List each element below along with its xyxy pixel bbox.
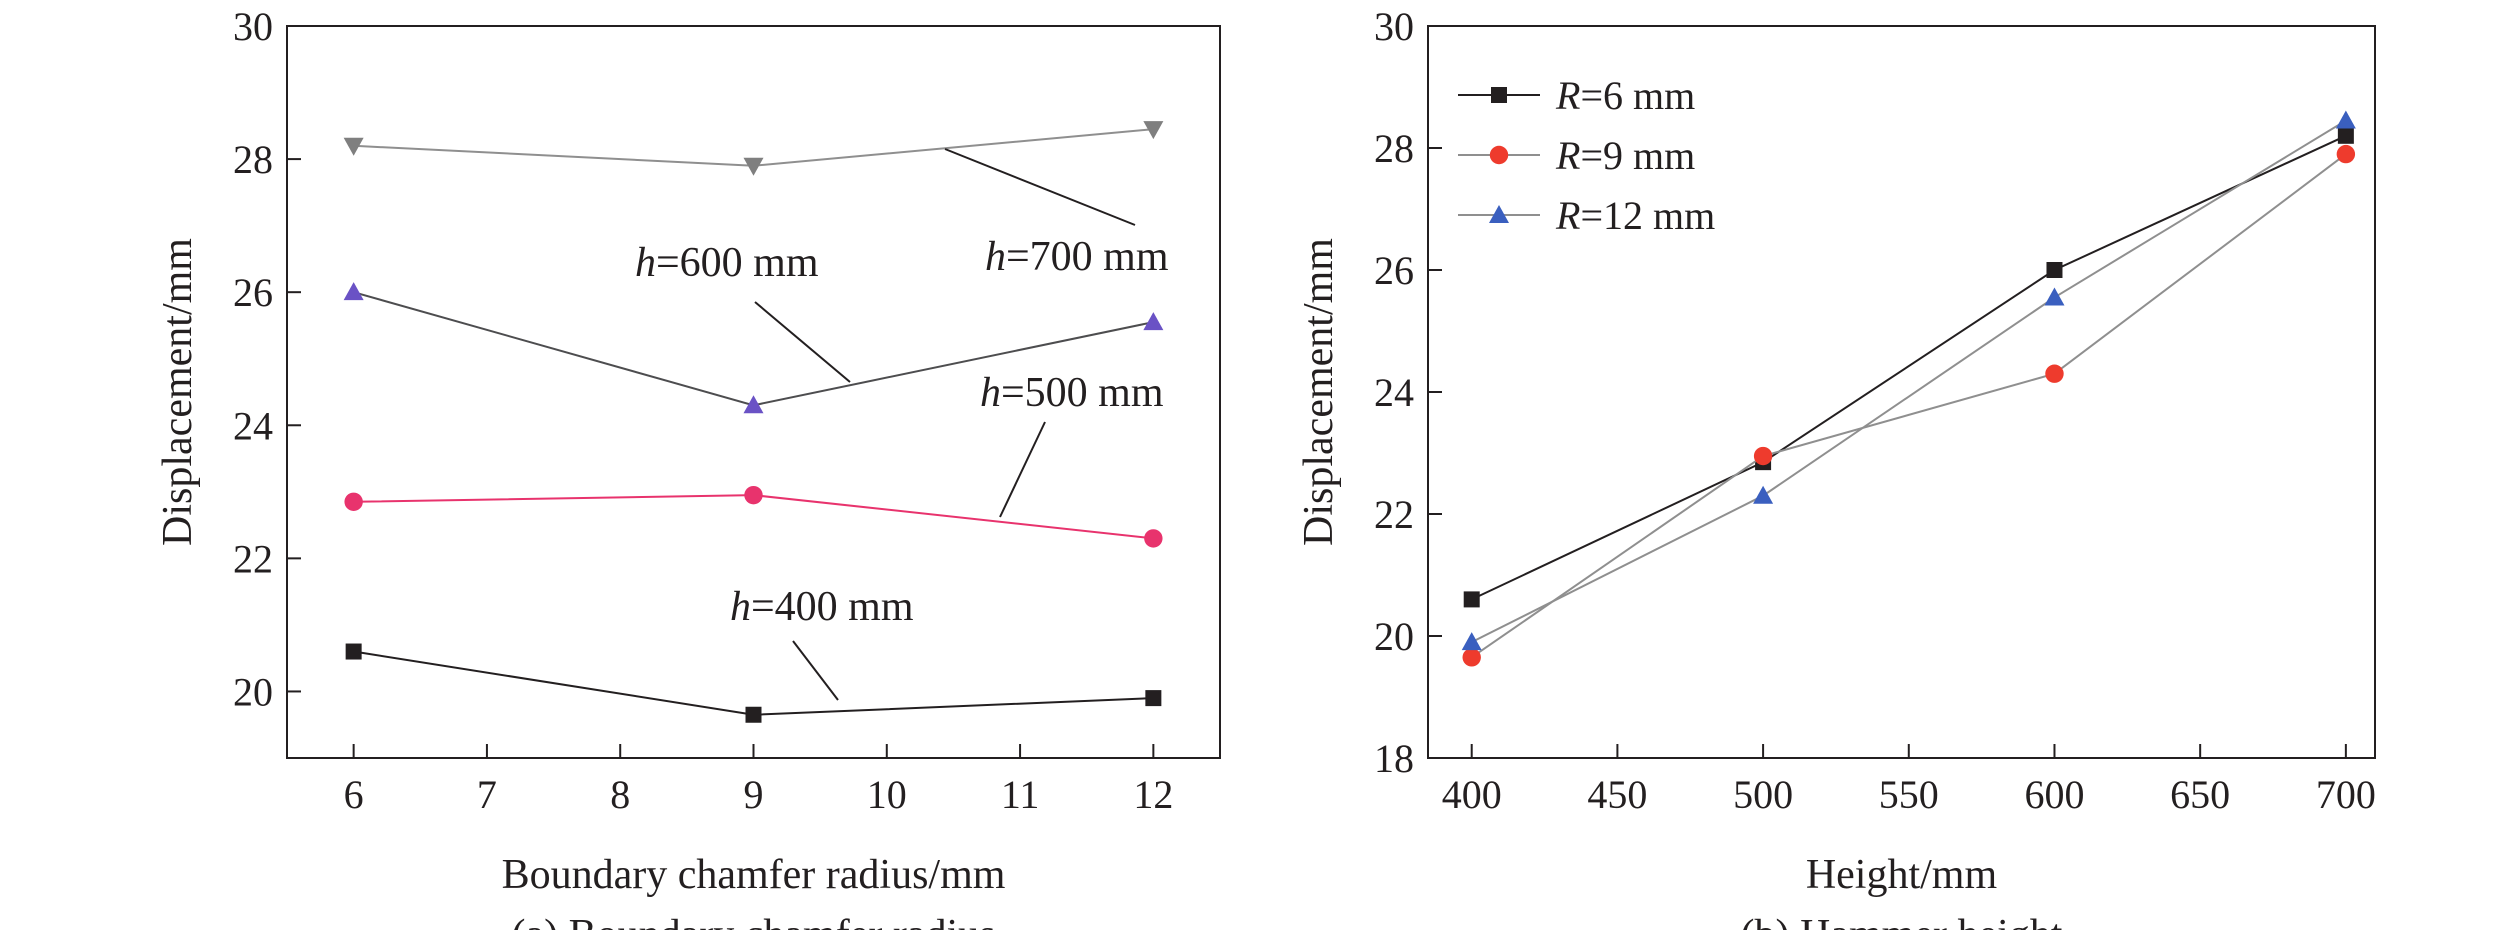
data-point-0-2 xyxy=(2046,262,2063,278)
data-point-1-2 xyxy=(2045,364,2064,383)
annotation-leader-line xyxy=(999,421,1046,518)
annotation-label: h=500 mm xyxy=(980,370,1164,416)
chart-panel-b: 400 450 500 550 600 650 700 18 20 22 24 26 28 30 Heigh… xyxy=(1296,4,2376,930)
data-point-1-3 xyxy=(2336,144,2356,164)
data-point-0-1 xyxy=(745,706,762,723)
y-tick-label: 24 xyxy=(233,403,273,448)
data-point-3-0 xyxy=(343,137,364,156)
y-tick-label: 28 xyxy=(233,137,273,182)
legend-marker xyxy=(1491,87,1507,103)
chart-panel-a: 6 7 8 9 10 11 12 20 22 24 26 28 30 Boundary chamfer r… xyxy=(155,4,1221,930)
data-point-1-1 xyxy=(744,485,763,505)
x-tick-label: 10 xyxy=(867,772,907,817)
x-tick-label: 550 xyxy=(1879,772,1939,817)
annotation-leader-line xyxy=(792,640,839,701)
x-tick-label: 11 xyxy=(1001,772,1040,817)
x-tick-label: 450 xyxy=(1587,772,1647,817)
y-tick-label: 22 xyxy=(1374,492,1414,537)
annotation-label: h=600 mm xyxy=(635,240,819,286)
x-tick-label: 650 xyxy=(2170,772,2230,817)
data-point-0-3 xyxy=(2337,127,2354,144)
y-tick-label: 24 xyxy=(1374,370,1414,415)
data-point-1-2 xyxy=(1144,529,1163,548)
legend-label: R=12 mm xyxy=(1555,193,1715,238)
y-tick-label: 30 xyxy=(233,4,273,49)
data-point-3-2 xyxy=(1143,121,1164,140)
x-tick-label: 9 xyxy=(744,772,764,817)
y-axis-title: Displacement/mm xyxy=(1296,238,1342,546)
x-tick-label: 700 xyxy=(2316,772,2376,817)
series-line-2 xyxy=(1471,119,2347,643)
x-axis-title: Height/mm xyxy=(1806,852,1998,898)
series-line-1 xyxy=(1471,153,2347,659)
y-tick-label: 30 xyxy=(1374,4,1414,49)
data-point-2-1 xyxy=(1753,485,1774,504)
data-point-2-0 xyxy=(343,282,364,301)
data-point-2-1 xyxy=(743,395,764,414)
panel-caption: (a) Boundary chamfer radius xyxy=(512,912,996,930)
annotation-label: h=400 mm xyxy=(730,584,914,630)
y-tick-label: 18 xyxy=(1374,736,1414,781)
legend-marker xyxy=(1489,145,1509,165)
data-point-2-0 xyxy=(1461,632,1482,651)
x-tick-label: 500 xyxy=(1733,772,1793,817)
y-tick-label: 22 xyxy=(233,536,273,581)
annotation-leader-line xyxy=(754,301,851,383)
data-point-1-0 xyxy=(344,492,363,511)
data-point-0-2 xyxy=(1145,690,1162,707)
y-tick-label: 20 xyxy=(1374,614,1414,659)
legend-marker xyxy=(1489,205,1509,223)
data-point-2-3 xyxy=(2335,110,2356,129)
panel-caption: (b) Hammer height xyxy=(1741,912,2063,930)
annotation-leader-line xyxy=(944,148,1136,226)
x-tick-label: 6 xyxy=(344,772,364,817)
data-point-1-0 xyxy=(1462,648,1481,667)
series-line-0 xyxy=(1471,134,2347,601)
data-point-0-0 xyxy=(1463,591,1480,608)
data-point-1-1 xyxy=(1753,446,1773,466)
x-tick-label: 8 xyxy=(610,772,630,817)
x-tick-label: 12 xyxy=(1133,772,1173,817)
y-tick-label: 26 xyxy=(1374,248,1414,293)
data-point-2-2 xyxy=(1143,312,1164,331)
y-tick-label: 20 xyxy=(233,669,273,714)
data-point-0-0 xyxy=(345,643,362,660)
legend: R=6 mm R=9 mm R=12 mm xyxy=(1458,73,1715,238)
x-tick-label: 600 xyxy=(2024,772,2084,817)
legend-label: R=9 mm xyxy=(1555,133,1695,178)
data-point-2-2 xyxy=(2044,287,2065,306)
y-axis-title: Displacement/mm xyxy=(155,238,201,546)
data-point-3-1 xyxy=(743,157,764,176)
x-tick-label: 400 xyxy=(1442,772,1502,817)
legend-label: R=6 mm xyxy=(1555,73,1695,118)
y-tick-label: 28 xyxy=(1374,126,1414,171)
x-axis-title: Boundary chamfer radius/mm xyxy=(502,852,1006,898)
annotation-label: h=700 mm xyxy=(985,234,1169,280)
y-tick-label: 26 xyxy=(233,270,273,315)
x-tick-label: 7 xyxy=(477,772,497,817)
series-line-0 xyxy=(353,650,1154,716)
